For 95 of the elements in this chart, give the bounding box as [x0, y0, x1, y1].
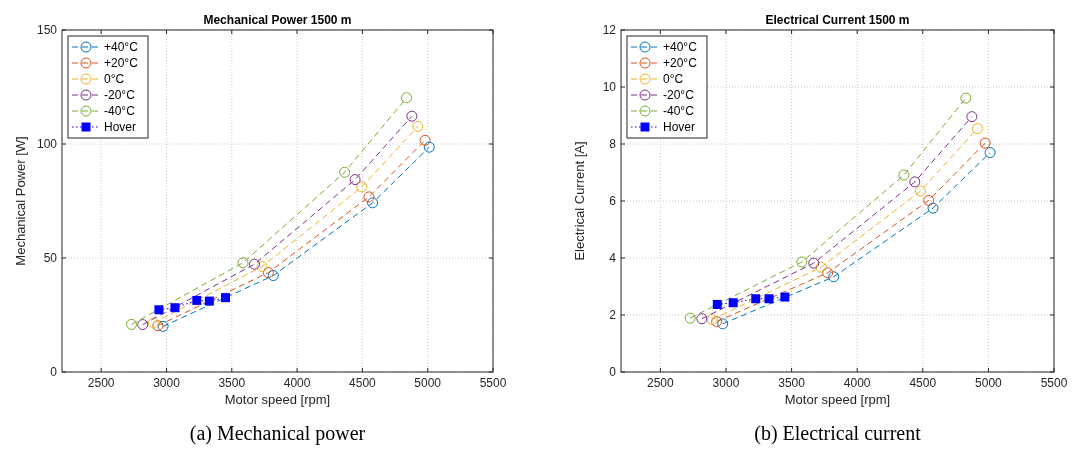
- legend-label: -20°C: [663, 88, 695, 102]
- legend-label: -40°C: [104, 104, 136, 118]
- point: [780, 292, 790, 302]
- legend-label: -20°C: [104, 88, 136, 102]
- text: (b) Electrical current: [754, 422, 922, 445]
- point: [412, 120, 424, 132]
- legend-label: 0°C: [663, 72, 684, 86]
- x-tick-label: 3500: [778, 376, 806, 390]
- point: [419, 134, 431, 146]
- point: [157, 320, 169, 332]
- point: [711, 316, 723, 328]
- point: [828, 271, 840, 283]
- point: [764, 294, 774, 304]
- point: [717, 318, 729, 330]
- point: [367, 197, 379, 209]
- point: [154, 305, 164, 315]
- point: [909, 176, 921, 188]
- x-tick-label: 3000: [712, 376, 740, 390]
- point: [221, 293, 231, 303]
- point: [898, 169, 910, 181]
- chart-title: Electrical Current 1500 m: [765, 13, 910, 27]
- x-tick-label: 5500: [479, 376, 507, 390]
- point: [914, 185, 926, 197]
- point: [712, 299, 722, 309]
- point: [406, 110, 418, 122]
- point: [192, 295, 202, 305]
- point: [927, 202, 939, 214]
- point: [751, 294, 761, 304]
- point: [815, 261, 827, 273]
- legend-label: Hover: [663, 120, 696, 134]
- point: [262, 267, 274, 279]
- x-tick-label: 4500: [909, 376, 937, 390]
- y-tick-label: 0: [609, 365, 617, 379]
- point: [796, 256, 808, 268]
- legend-label: +20°C: [663, 56, 698, 70]
- point: [972, 123, 983, 135]
- point: [979, 137, 991, 149]
- point: [960, 92, 972, 104]
- point: [267, 270, 279, 282]
- legend-label: Hover: [104, 120, 137, 134]
- x-tick-label: 3500: [218, 376, 246, 390]
- point: [170, 303, 180, 313]
- x-axis-title: Motor speed [rpm]: [784, 392, 891, 407]
- point: [706, 314, 718, 326]
- point: [356, 181, 368, 193]
- point: [152, 320, 164, 332]
- point: [423, 141, 435, 153]
- point: [363, 191, 375, 203]
- x-tick-label: 2500: [647, 376, 675, 390]
- point: [923, 194, 935, 206]
- x-axis-title: Motor speed [rpm]: [224, 392, 331, 407]
- point: [204, 296, 214, 306]
- point: [696, 313, 708, 325]
- point: [728, 298, 738, 308]
- point: [237, 257, 249, 269]
- point: [147, 317, 159, 329]
- point: [125, 318, 137, 330]
- x-tick-label: 3000: [153, 376, 181, 390]
- x-tick-label: 4000: [843, 376, 871, 390]
- y-tick-label: 0: [50, 365, 58, 379]
- point: [684, 312, 696, 324]
- point: [808, 257, 820, 269]
- point: [249, 258, 261, 270]
- point: [401, 92, 413, 104]
- legend-label: +40°C: [663, 40, 698, 54]
- y-tick-label: 8: [609, 137, 617, 151]
- x-tick-label: 5000: [414, 376, 442, 390]
- y-tick-label: 10: [602, 80, 617, 94]
- y-tick-label: 12: [602, 23, 617, 37]
- legend-label: +20°C: [104, 56, 139, 70]
- y-axis-title: Electrical Current [A]: [572, 141, 587, 261]
- point: [137, 319, 149, 331]
- legend-label: 0°C: [104, 72, 125, 86]
- x-tick-label: 4500: [349, 376, 377, 390]
- x-tick-label: 2500: [87, 376, 115, 390]
- x-tick-label: 5000: [975, 376, 1003, 390]
- point: [349, 174, 361, 186]
- point: [966, 111, 978, 123]
- chart-title: Mechanical Power 1500 m: [203, 13, 352, 27]
- x-tick-label: 5500: [1040, 376, 1068, 390]
- point: [984, 147, 996, 159]
- legend-label: +40°C: [104, 40, 139, 54]
- x-tick-label: 4000: [283, 376, 311, 390]
- point: [822, 267, 834, 279]
- y-tick-label: 2: [609, 308, 617, 322]
- y-tick-label: 150: [36, 23, 58, 37]
- legend-label: -40°C: [663, 104, 695, 118]
- y-tick-label: 6: [609, 194, 617, 208]
- y-axis-title: Mechanical Power [W]: [13, 136, 28, 266]
- y-tick-label: 4: [609, 251, 617, 265]
- point: [256, 261, 268, 273]
- y-tick-label: 100: [36, 137, 58, 151]
- text: (a) Mechanical power: [189, 422, 366, 445]
- point: [339, 166, 351, 178]
- y-tick-label: 50: [43, 251, 58, 265]
